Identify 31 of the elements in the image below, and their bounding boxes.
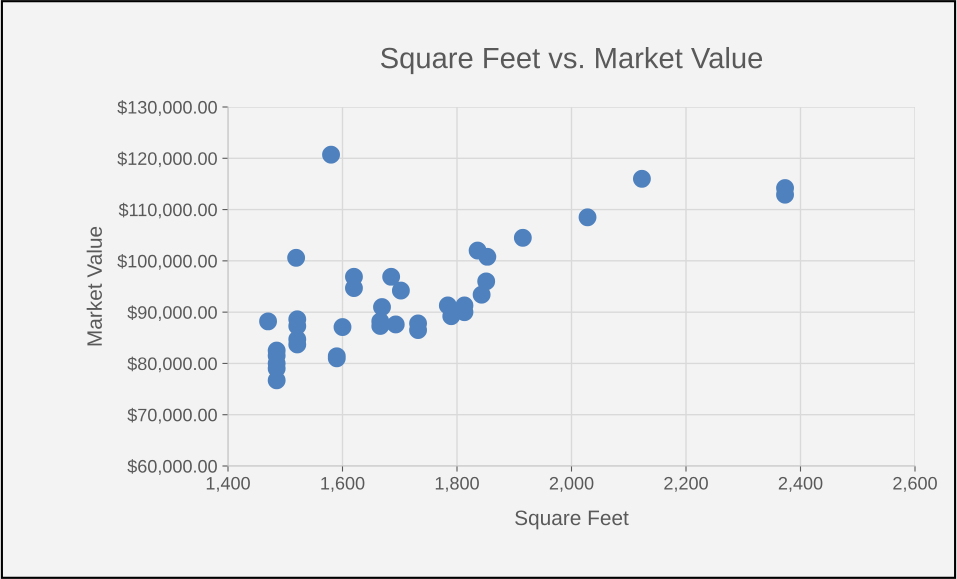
point <box>478 248 496 266</box>
x-axis-title: Square Feet <box>515 510 629 530</box>
y-tick-label: $110,000.00 <box>118 202 217 218</box>
x-tick-label: 1,800 <box>436 476 479 492</box>
y-tick-label: $80,000.00 <box>127 356 217 372</box>
x-tick-label: 1,600 <box>321 476 364 492</box>
x-tick-label: 2,600 <box>893 476 937 492</box>
y-tick-label: $70,000.00 <box>127 408 217 424</box>
point <box>382 268 400 286</box>
chart-title: Square Feet vs. Market Value <box>381 46 762 74</box>
point <box>373 298 391 316</box>
y-axis-title: Market Value <box>86 226 102 346</box>
x-tick-label: 2,200 <box>664 476 708 492</box>
point <box>287 248 306 267</box>
point <box>472 286 491 304</box>
y-tick-label: $130,000.00 <box>117 100 217 116</box>
point <box>632 170 651 188</box>
point <box>392 282 410 300</box>
x-tick-label: 2,000 <box>550 476 594 492</box>
point <box>334 318 352 336</box>
point <box>578 208 596 226</box>
x-tick-label: 2,400 <box>778 476 822 492</box>
point <box>322 146 340 164</box>
y-tick-label: $100,000.00 <box>117 254 217 270</box>
point <box>514 228 532 247</box>
point <box>259 312 278 330</box>
x-tick-label: 1,400 <box>206 476 250 492</box>
point <box>386 316 405 334</box>
y-tick-label: $90,000.00 <box>127 305 217 321</box>
y-tick-label: $60,000.00 <box>127 459 217 475</box>
y-tick-label: $120,000.00 <box>117 151 217 168</box>
